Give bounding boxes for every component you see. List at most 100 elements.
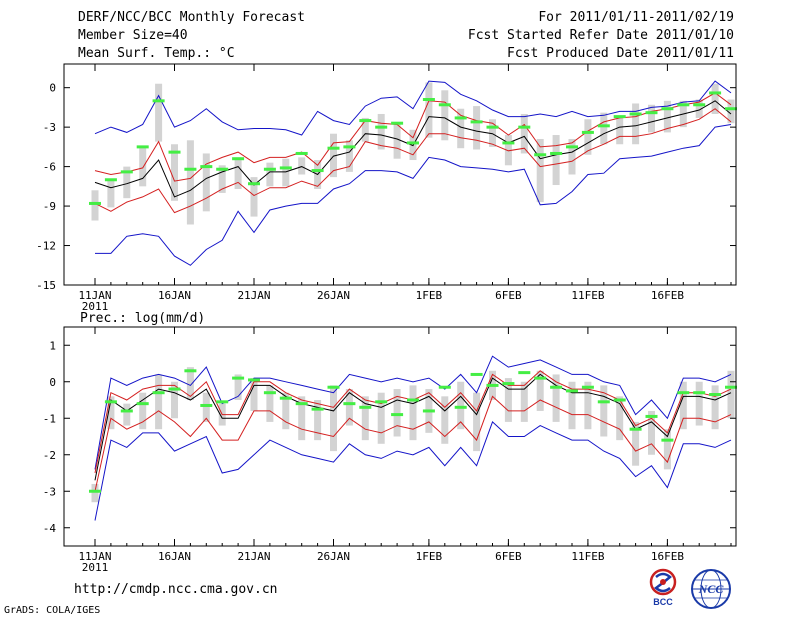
ncc-logo: NCC: [688, 568, 734, 614]
y-tick-label: -3: [43, 121, 56, 134]
box-temp-27: [520, 113, 528, 154]
box-temp-30: [568, 138, 576, 175]
median-marker-0: [89, 201, 101, 205]
box-temp-10: [250, 177, 258, 217]
median-marker-14: [311, 169, 324, 173]
box-temp-9: [234, 157, 242, 189]
y-tick-label: -12: [36, 240, 56, 253]
box-prec-27: [520, 381, 528, 422]
x-tick-label: 1FEB: [416, 289, 443, 302]
median-marker-13: [295, 402, 308, 406]
median-marker-22: [438, 103, 451, 107]
box-temp-24: [473, 106, 481, 150]
y-tick-label: -4: [43, 522, 57, 535]
median-marker-8: [216, 167, 229, 171]
median-marker-40: [725, 107, 737, 111]
box-temp-0: [91, 190, 99, 221]
median-marker-34: [629, 427, 642, 431]
box-prec-34: [632, 421, 640, 466]
median-marker-15: [327, 146, 340, 150]
median-marker-17: [359, 119, 372, 123]
box-prec-17: [361, 396, 369, 441]
median-marker-16: [343, 145, 356, 149]
box-prec-1: [107, 396, 115, 430]
series-ensemble-mean: [94, 373, 732, 481]
box-temp-11: [266, 162, 274, 187]
box-temp-32: [600, 112, 608, 145]
box-temp-26: [504, 135, 512, 166]
median-marker-36: [661, 438, 674, 442]
box-temp-5: [171, 144, 178, 201]
box-prec-5: [171, 381, 178, 419]
y-tick-label: -3: [43, 485, 56, 498]
ncc-logo-text: NCC: [698, 582, 725, 596]
median-marker-14: [311, 407, 324, 411]
source-url[interactable]: http://cmdp.ncc.cma.gov.cn: [74, 582, 278, 597]
median-marker-9: [232, 376, 245, 380]
box-temp-23: [457, 108, 465, 149]
precipitation-panel: 1 0 -1 -2 -3 -4 11JAN 16JAN 21JAN 26JAN 1FEB 6FEB 11…: [43, 326, 737, 574]
box-prec-3: [139, 392, 147, 430]
x-tick-label: 6FEB: [495, 550, 522, 563]
grads-credit: GrADS: COLA/IGES: [4, 605, 101, 616]
median-marker-30: [566, 389, 578, 393]
box-prec-11: [266, 385, 274, 422]
median-marker-39: [709, 91, 722, 95]
median-marker-32: [597, 124, 610, 128]
median-marker-35: [645, 111, 658, 115]
box-prec-28: [536, 370, 544, 411]
bcc-logo: BCC: [640, 568, 686, 612]
median-marker-31: [581, 385, 594, 389]
box-temp-22: [441, 90, 449, 141]
box-prec-10: [250, 378, 258, 411]
median-marker-28: [534, 153, 547, 157]
box-temp-36: [663, 100, 671, 133]
box-prec-4: [155, 374, 163, 430]
x-tick-label: 11JAN: [78, 550, 111, 563]
median-marker-30: [566, 145, 578, 149]
median-marker-15: [327, 385, 340, 389]
y-tick-label: -9: [43, 200, 56, 213]
series-lower-extreme: [94, 421, 732, 521]
y-tick-label: -1: [43, 412, 56, 425]
series-lower-spread: [94, 395, 732, 492]
y-tick-label: -6: [43, 161, 56, 174]
median-marker-35: [645, 414, 658, 418]
box-temp-19: [393, 124, 401, 159]
median-marker-38: [693, 391, 706, 395]
median-marker-36: [661, 107, 674, 111]
box-prec-2: [123, 403, 131, 426]
median-marker-25: [486, 125, 499, 129]
x-tick-label: 16FEB: [651, 289, 684, 302]
box-temp-15: [330, 133, 337, 178]
box-prec-7: [202, 392, 210, 422]
median-marker-24: [470, 372, 483, 376]
median-marker-7: [200, 403, 213, 407]
box-temp-35: [648, 104, 655, 133]
box-prec-40: [727, 370, 735, 419]
box-prec-13: [298, 396, 306, 441]
x-tick-label: 11FEB: [571, 289, 604, 302]
median-marker-38: [693, 103, 706, 107]
y-tick-label: -15: [36, 279, 56, 292]
median-marker-39: [709, 393, 722, 397]
box-prec-23: [457, 381, 465, 430]
box-prec-16: [345, 389, 353, 426]
series-lower-extreme: [95, 124, 732, 266]
box-prec-29: [552, 374, 560, 422]
box-temp-13: [298, 157, 306, 175]
box-temp-39: [711, 83, 719, 114]
box-temp-7: [202, 153, 210, 212]
median-marker-5: [168, 387, 181, 391]
median-marker-11: [263, 391, 276, 395]
box-prec-24: [473, 392, 481, 452]
series-upper-extreme: [94, 80, 732, 136]
x-year-label: 2011: [82, 561, 109, 574]
median-marker-26: [502, 382, 515, 386]
median-marker-37: [677, 391, 690, 395]
fcst-started-label: Fcst Started Refer Date 2011/01/10: [467, 28, 734, 43]
median-marker-5: [168, 150, 181, 154]
box-temp-34: [632, 103, 640, 145]
y-tick-label: -2: [43, 449, 56, 462]
